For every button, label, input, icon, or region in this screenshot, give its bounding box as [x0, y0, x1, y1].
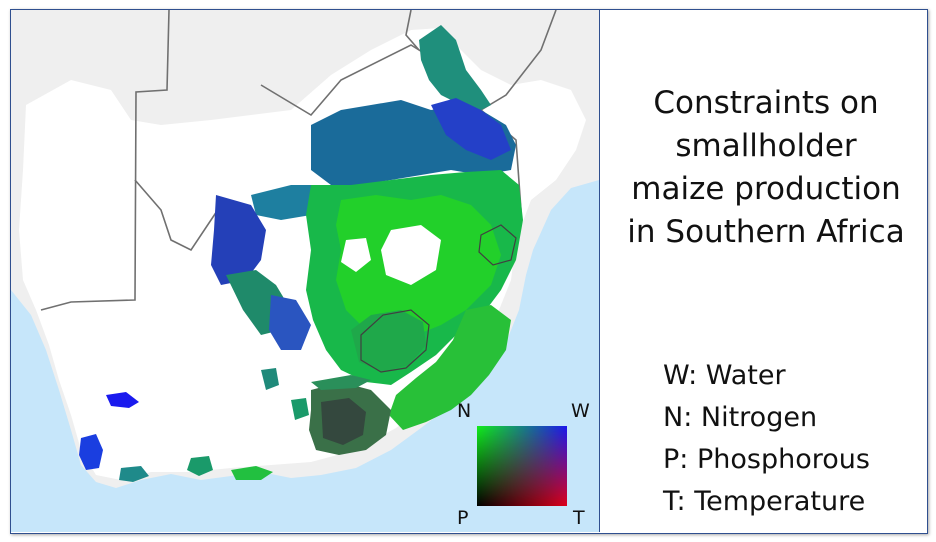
legend-item-nitrogen: N: Nitrogen: [663, 402, 818, 433]
figure-frame: N W P T Constraints on smallholder maize…: [10, 9, 928, 534]
ramp-label-top-right: W: [571, 400, 590, 422]
ramp-label-top-left: N: [457, 400, 472, 422]
title-line: maize production: [631, 171, 901, 207]
title-line: in Southern Africa: [627, 214, 905, 250]
color-ramp-legend: [477, 426, 567, 506]
figure-title: Constraints on smallholder maize product…: [607, 82, 925, 254]
enclave-borders: [360, 224, 517, 373]
ramp-label-bottom-left: P: [457, 507, 469, 529]
title-line: Constraints on: [653, 85, 879, 121]
constraint-regions: [79, 25, 523, 482]
legend-item-water: W: Water: [663, 360, 786, 391]
map-svg: [11, 10, 599, 532]
map-panel: N W P T: [11, 10, 600, 532]
legend-item-temperature: T: Temperature: [663, 486, 866, 517]
constraint-legend: W: Water N: Nitrogen P: Phosphorous T: T…: [663, 355, 870, 523]
legend-item-phosphorous: P: Phosphorous: [663, 444, 870, 475]
ramp-label-bottom-right: T: [573, 507, 585, 529]
ramp-top-gradient: [477, 426, 567, 506]
title-line: smallholder: [675, 128, 857, 164]
